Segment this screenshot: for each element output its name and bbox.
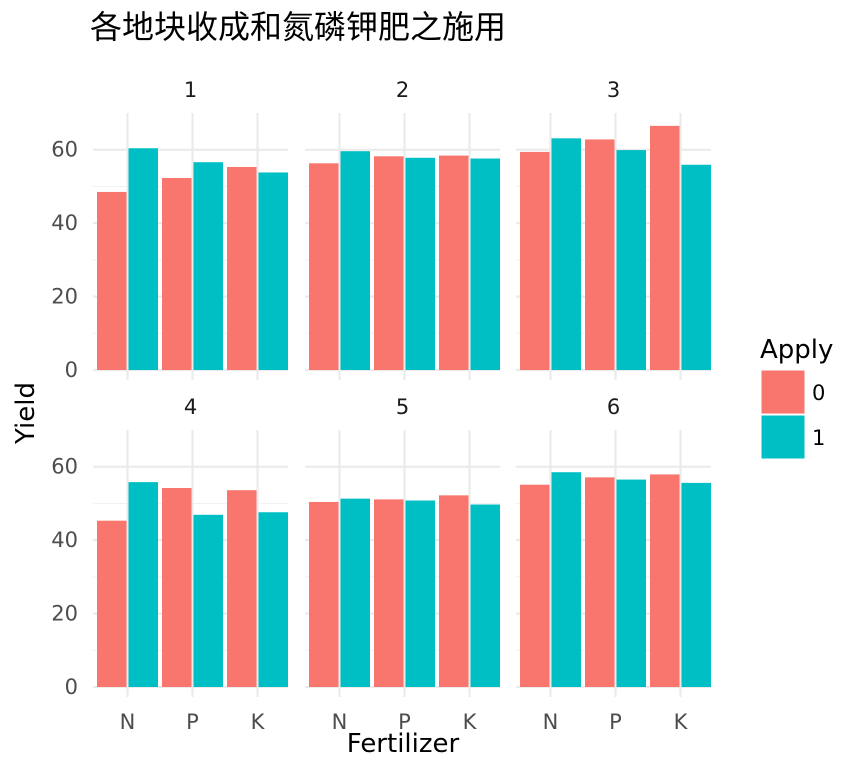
bar-P-apply-0 <box>162 177 192 370</box>
bar-P-apply-0 <box>162 488 192 687</box>
facet-panel-6: 6 N P K <box>516 395 711 734</box>
bar-K-apply-0 <box>650 125 680 370</box>
bar-N-apply-0 <box>520 151 550 370</box>
x-tick-label: N <box>332 710 348 734</box>
bar-P-apply-1 <box>405 157 435 370</box>
y-tick-label: 40 <box>51 211 78 235</box>
facet-strip-label: 6 <box>607 395 620 419</box>
y-tick-label: 40 <box>51 528 78 552</box>
legend-label-1: 1 <box>812 426 825 450</box>
bar-K-apply-1 <box>470 158 500 370</box>
x-tick-label: P <box>186 710 199 734</box>
bar-N-apply-0 <box>309 501 339 687</box>
bar-P-apply-1 <box>405 500 435 687</box>
bar-K-apply-1 <box>258 512 288 687</box>
x-tick-label: P <box>609 710 622 734</box>
bar-N-apply-1 <box>551 138 581 370</box>
bar-K-apply-0 <box>439 155 469 370</box>
facet-panel-1: 1 0 20 40 60 <box>51 78 288 382</box>
bar-P-apply-1 <box>193 162 223 370</box>
legend-key-0 <box>760 369 806 415</box>
y-axis-title: Yield <box>11 382 41 445</box>
x-tick-label: N <box>120 710 136 734</box>
x-tick-label: P <box>398 710 411 734</box>
bar-K-apply-1 <box>470 504 500 687</box>
facet-strip-label: 2 <box>396 78 409 102</box>
legend: Apply 0 1 <box>760 335 833 460</box>
bar-K-apply-0 <box>650 474 680 687</box>
y-tick-label: 60 <box>51 138 78 162</box>
bar-K-apply-0 <box>439 495 469 687</box>
y-tick-label: 20 <box>51 285 78 309</box>
bar-K-apply-1 <box>681 164 711 370</box>
bar-N-apply-1 <box>551 472 581 687</box>
x-tick-label: N <box>543 710 559 734</box>
bar-N-apply-1 <box>340 151 370 370</box>
y-tick-label: 60 <box>51 455 78 479</box>
bar-K-apply-1 <box>681 482 711 687</box>
legend-key-1 <box>760 414 806 460</box>
bar-P-apply-1 <box>616 150 646 370</box>
facet-panel-5: 5 N P K <box>305 395 500 734</box>
bar-P-apply-0 <box>374 156 404 370</box>
bar-P-apply-0 <box>585 477 615 687</box>
chart-title: 各地块收成和氮磷钾肥之施用 <box>90 8 506 46</box>
facet-strip-label: 1 <box>184 78 197 102</box>
facet-strip-label: 5 <box>396 395 409 419</box>
bar-P-apply-1 <box>193 514 223 687</box>
facet-strip-label: 4 <box>184 395 197 419</box>
bar-P-apply-0 <box>374 499 404 687</box>
bar-N-apply-1 <box>128 482 158 687</box>
bar-P-apply-0 <box>585 139 615 370</box>
bar-K-apply-1 <box>258 172 288 370</box>
x-tick-label: K <box>251 710 266 734</box>
facet-panel-3: 3 <box>516 78 711 380</box>
legend-label-0: 0 <box>812 381 825 405</box>
bar-P-apply-1 <box>616 479 646 687</box>
y-tick-label: 0 <box>65 675 78 699</box>
legend-title: Apply <box>760 335 833 365</box>
x-tick-label: K <box>463 710 478 734</box>
bar-N-apply-1 <box>128 148 158 370</box>
bar-K-apply-0 <box>227 166 257 370</box>
bar-N-apply-0 <box>520 484 550 687</box>
y-tick-label: 0 <box>65 358 78 382</box>
bar-N-apply-1 <box>340 498 370 687</box>
y-tick-label: 20 <box>51 602 78 626</box>
x-axis-title: Fertilizer <box>347 729 460 759</box>
bar-N-apply-0 <box>97 191 127 370</box>
facet-strip-label: 3 <box>607 78 620 102</box>
facet-panel-2: 2 <box>305 78 500 380</box>
bar-N-apply-0 <box>97 520 127 687</box>
x-tick-label: K <box>674 710 689 734</box>
bar-K-apply-0 <box>227 490 257 687</box>
bar-N-apply-0 <box>309 163 339 370</box>
